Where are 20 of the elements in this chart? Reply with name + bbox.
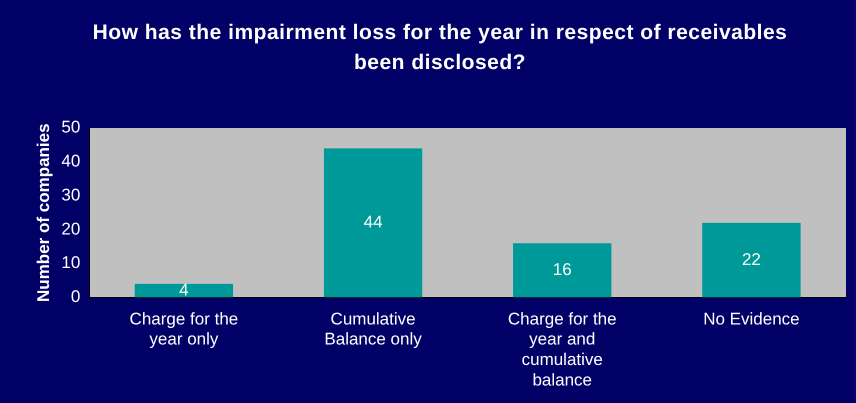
x-tick-label: Charge for the year only xyxy=(130,309,238,349)
bar xyxy=(702,222,801,298)
data-label: 44 xyxy=(364,212,383,232)
data-label: 16 xyxy=(552,260,572,279)
y-tick-label: 40 xyxy=(61,152,80,171)
data-label: 4 xyxy=(179,280,189,300)
y-tick-label: 0 xyxy=(70,287,80,306)
y-tick-label: 10 xyxy=(61,253,80,272)
bar xyxy=(513,243,612,298)
y-tick-label: 20 xyxy=(61,219,80,238)
y-tick-label: 50 xyxy=(61,118,80,137)
x-tick-label: Charge for the year and cumulative balance xyxy=(508,309,617,390)
bar xyxy=(324,148,422,298)
bar xyxy=(134,284,234,298)
x-tick-label: Cumulative Balance only xyxy=(324,309,422,349)
chart-title: How has the impairment loss for the year in respect of receivables been disclosed? xyxy=(92,20,788,76)
y-tick-label: 30 xyxy=(61,185,80,204)
y-axis-title: Number of companies xyxy=(34,123,53,302)
x-tick-label: No Evidence xyxy=(703,309,800,328)
data-label: 22 xyxy=(742,250,761,269)
